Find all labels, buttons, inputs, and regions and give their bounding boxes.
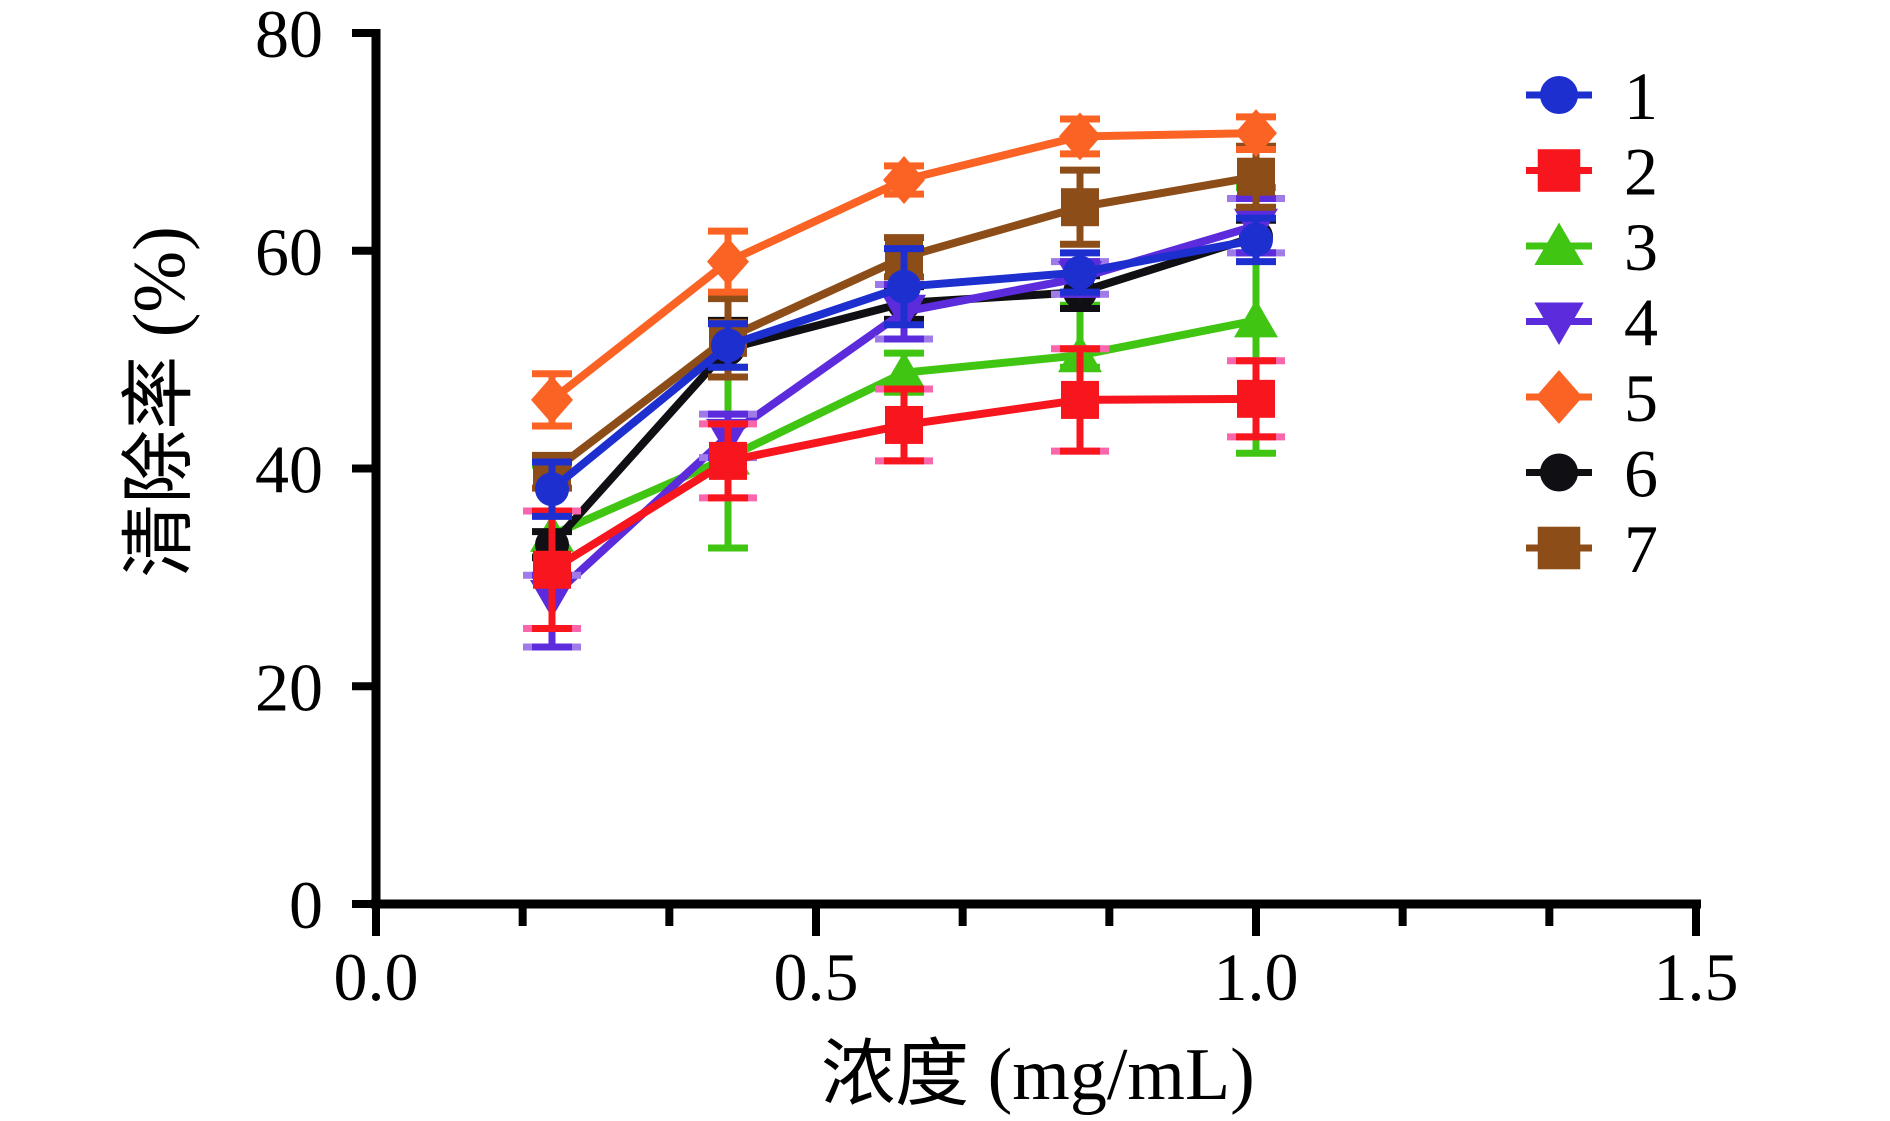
- legend-label-1: 1: [1624, 58, 1658, 134]
- circle-marker: [1239, 222, 1273, 257]
- square-marker: [1537, 526, 1581, 570]
- legend-label-4: 4: [1624, 285, 1658, 361]
- x-axis-title: 浓度 (mg/mL): [821, 1034, 1255, 1116]
- diamond-marker: [1535, 370, 1583, 424]
- square-marker: [1061, 188, 1099, 227]
- square-marker: [1537, 149, 1581, 192]
- square-marker: [709, 441, 747, 480]
- triangle-down-marker: [1534, 302, 1584, 346]
- square-marker: [1061, 380, 1099, 419]
- diamond-marker: [1235, 109, 1277, 158]
- legend-item-5: 5: [1526, 360, 1658, 436]
- square-marker: [1237, 379, 1275, 418]
- legend-item-4: 4: [1526, 285, 1658, 361]
- legend-item-6: 6: [1526, 436, 1658, 512]
- legend-item-2: 2: [1526, 134, 1658, 210]
- circle-marker: [711, 328, 745, 363]
- series-5: [531, 109, 1277, 430]
- series-1: [532, 214, 1276, 520]
- y-tick-label-40: 40: [255, 432, 323, 508]
- diamond-marker: [883, 155, 925, 204]
- legend-item-3: 3: [1526, 209, 1658, 285]
- legend-label-2: 2: [1624, 134, 1658, 210]
- diamond-marker: [707, 237, 749, 286]
- y-tick-label-20: 20: [255, 649, 323, 725]
- legend-label-5: 5: [1624, 360, 1658, 436]
- square-marker: [885, 405, 923, 444]
- circle-marker: [535, 472, 569, 507]
- legend-item-1: 1: [1526, 58, 1658, 134]
- square-marker: [533, 550, 571, 589]
- diamond-marker: [531, 375, 573, 424]
- y-tick-label-80: 80: [255, 0, 323, 72]
- circle-marker: [887, 269, 921, 304]
- legend-label-3: 3: [1624, 209, 1658, 285]
- diamond-marker: [1059, 112, 1101, 161]
- square-marker: [1237, 157, 1275, 196]
- x-tick-label-1.0: 1.0: [1214, 939, 1299, 1015]
- x-tick-label-0.5: 0.5: [774, 939, 859, 1015]
- legend-label-6: 6: [1624, 436, 1658, 512]
- triangle-up-marker: [1534, 222, 1584, 266]
- x-tick-label-1.5: 1.5: [1654, 939, 1739, 1015]
- y-tick-label-0: 0: [289, 867, 323, 943]
- triangle-up-marker: [1234, 299, 1278, 338]
- y-axis-title: 清除率 (%): [119, 226, 201, 578]
- series-2: [523, 345, 1285, 633]
- y-tick-label-60: 60: [255, 214, 323, 290]
- circle-marker: [1063, 255, 1097, 290]
- legend-label-7: 7: [1624, 511, 1658, 587]
- circle-marker: [1539, 453, 1579, 492]
- x-tick-label-0.0: 0.0: [334, 939, 419, 1015]
- circle-marker: [1539, 75, 1579, 115]
- triangle-up-marker: [882, 351, 926, 390]
- legend-item-7: 7: [1526, 511, 1658, 587]
- line-chart-figure: 0 20 40 60 80 0.0 0.5 1.0 1.5 1 2 3 4 5 6 7 清除率 (%) 浓度 …: [119, 0, 1739, 1116]
